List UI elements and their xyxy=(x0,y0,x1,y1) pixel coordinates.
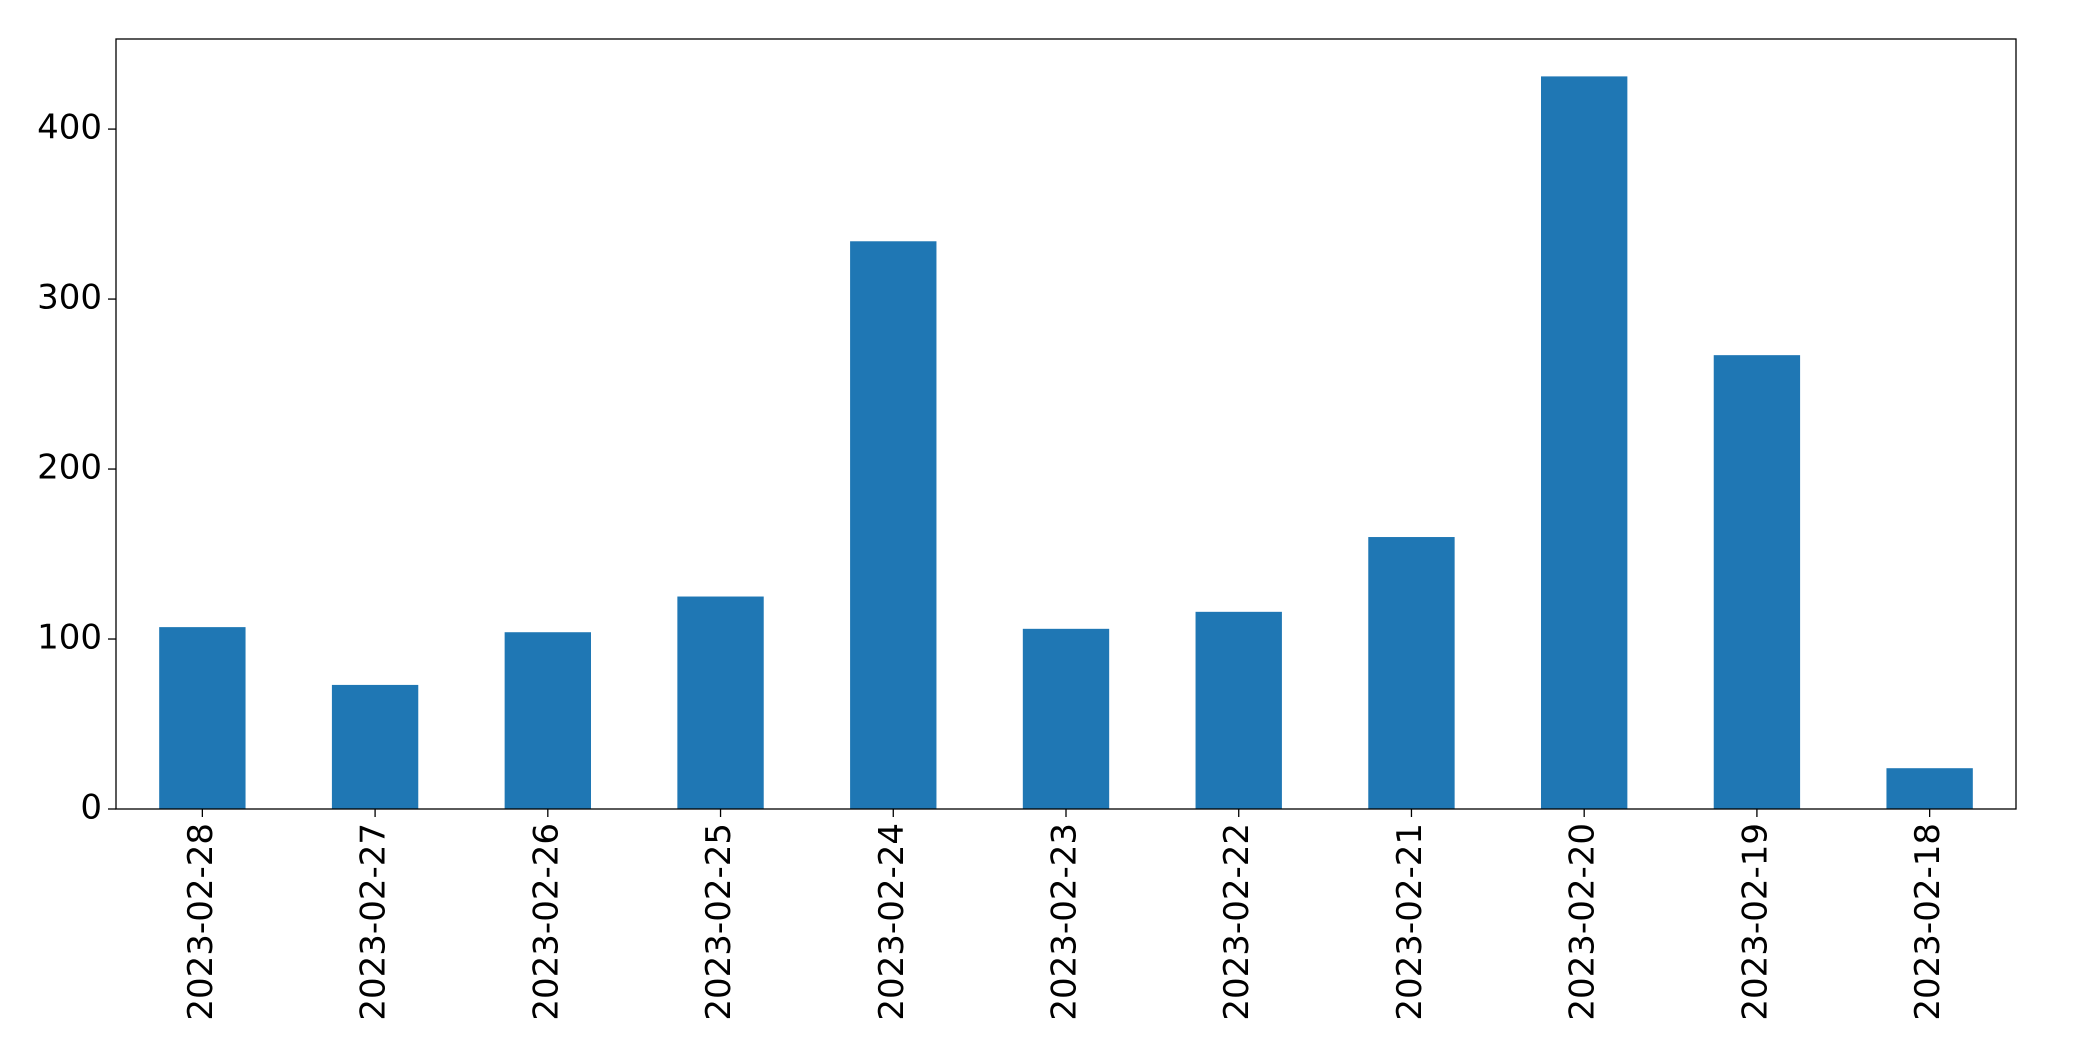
bar xyxy=(159,627,246,809)
y-tick-label: 100 xyxy=(37,618,102,658)
x-tick-label: 2023-02-22 xyxy=(1217,823,1257,1021)
bar xyxy=(677,596,764,809)
bar xyxy=(1541,76,1628,809)
x-tick-label: 2023-02-20 xyxy=(1563,823,1603,1021)
x-tick-label: 2023-02-28 xyxy=(181,823,221,1021)
x-tick-label: 2023-02-23 xyxy=(1045,823,1085,1021)
x-tick-label: 2023-02-21 xyxy=(1390,823,1430,1021)
y-tick-label: 400 xyxy=(37,108,102,148)
plot-frame xyxy=(115,38,2017,810)
x-tick-label: 2023-02-27 xyxy=(354,823,394,1021)
y-tick-label: 0 xyxy=(80,788,102,828)
y-tick-label: 200 xyxy=(37,448,102,488)
bar xyxy=(850,241,937,809)
x-tick-label: 2023-02-25 xyxy=(699,823,739,1021)
bar xyxy=(1886,768,1973,809)
y-tick-label: 300 xyxy=(37,278,102,318)
bar xyxy=(504,632,591,809)
bar xyxy=(1022,628,1110,809)
bar xyxy=(1195,611,1282,809)
x-tick-label: 2023-02-26 xyxy=(526,823,566,1021)
bar xyxy=(1368,537,1455,809)
x-tick-label: 2023-02-24 xyxy=(872,823,912,1021)
bar xyxy=(1713,355,1801,809)
bar xyxy=(331,684,419,809)
x-tick-label: 2023-02-18 xyxy=(1908,823,1948,1021)
x-tick-label: 2023-02-19 xyxy=(1735,823,1775,1021)
